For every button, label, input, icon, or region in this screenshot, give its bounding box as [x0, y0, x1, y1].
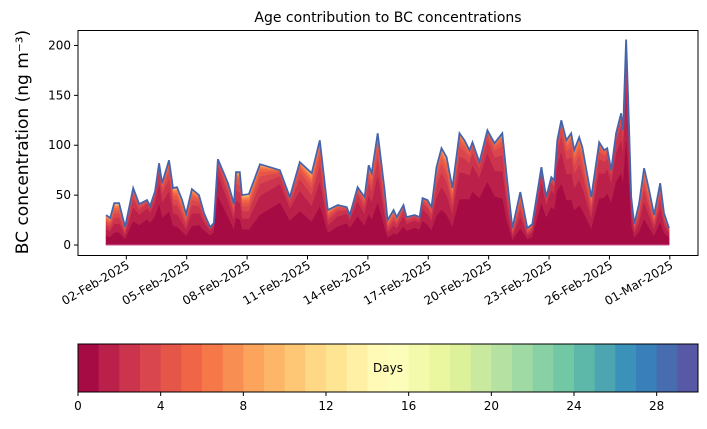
colorbar-tick-label: 0 [74, 399, 82, 413]
x-tick-label: 17-Feb-2025 [361, 258, 434, 308]
y-axis-label: BC concentration (ng m⁻³) [13, 30, 33, 254]
colorbar [78, 344, 699, 392]
x-tick-label: 14-Feb-2025 [301, 258, 374, 308]
colorbar-bin-3 [140, 344, 162, 392]
colorbar-bin-12 [326, 344, 348, 392]
colorbar-bin-17 [429, 344, 451, 392]
colorbar-bin-24 [574, 344, 596, 392]
colorbar-bin-6 [202, 344, 224, 392]
y-tick-label: 50 [56, 188, 71, 202]
colorbar-label: Days [373, 361, 403, 375]
colorbar-bin-23 [553, 344, 575, 392]
colorbar-bin-26 [615, 344, 637, 392]
y-tick-label: 100 [48, 138, 71, 152]
colorbar-tick-label: 8 [240, 399, 248, 413]
colorbar-bin-22 [532, 344, 554, 392]
x-tick-label: 02-Feb-2025 [59, 258, 132, 308]
colorbar-bin-18 [450, 344, 472, 392]
colorbar-tick-label: 4 [157, 399, 165, 413]
colorbar-bin-13 [346, 344, 368, 392]
y-tick-label: 200 [48, 38, 71, 52]
plot-frame [77, 30, 699, 256]
colorbar-bin-9 [264, 344, 286, 392]
colorbar-bin-4 [160, 344, 182, 392]
colorbar-bin-19 [470, 344, 492, 392]
colorbar-bin-0 [78, 344, 100, 392]
colorbar-bin-27 [636, 344, 658, 392]
x-tick-label: 05-Feb-2025 [120, 258, 193, 308]
x-tick-label: 11-Feb-2025 [240, 258, 313, 308]
colorbar-tick-label: 28 [649, 399, 664, 413]
colorbar-bin-14 [367, 344, 389, 392]
colorbar-tick-label: 24 [566, 399, 581, 413]
colorbar-bin-21 [512, 344, 534, 392]
age-layer-day-0 [105, 141, 670, 246]
colorbar-bin-15 [388, 344, 410, 392]
y-tick-label: 0 [63, 238, 71, 252]
colorbar-bin-20 [491, 344, 513, 392]
colorbar-bin-1 [98, 344, 120, 392]
colorbar-frame [77, 343, 699, 393]
y-tick-label: 150 [48, 88, 71, 102]
colorbar-bin-2 [119, 344, 141, 392]
colorbar-bin-16 [408, 344, 430, 392]
colorbar-bin-8 [243, 344, 265, 392]
total-line-group [105, 39, 670, 230]
colorbar-bin-25 [594, 344, 616, 392]
colorbar-bin-5 [181, 344, 203, 392]
chart-title: Age contribution to BC concentrations [254, 10, 521, 26]
colorbar-bin-28 [656, 344, 678, 392]
colorbar-axis: 0 4 8 12 16 20 24 28 [74, 392, 664, 413]
total-bc-line [105, 39, 670, 230]
colorbar-bin-29 [677, 344, 699, 392]
y-axis: 0 50 100 150 200 [48, 38, 78, 252]
colorbar-tick-label: 16 [401, 399, 416, 413]
colorbar-bin-7 [222, 344, 244, 392]
stacked-age-layers [105, 39, 670, 246]
colorbar-tick-label: 20 [484, 399, 499, 413]
colorbar-bin-11 [305, 344, 327, 392]
x-tick-label: 08-Feb-2025 [180, 258, 253, 308]
x-axis: 02-Feb-202505-Feb-202508-Feb-202511-Feb-… [59, 255, 675, 308]
colorbar-bin-10 [284, 344, 306, 392]
x-tick-label: 01-Mar-2025 [602, 258, 675, 308]
x-tick-label: 20-Feb-2025 [422, 258, 495, 308]
colorbar-tick-label: 12 [318, 399, 333, 413]
x-tick-label: 23-Feb-2025 [482, 258, 555, 308]
